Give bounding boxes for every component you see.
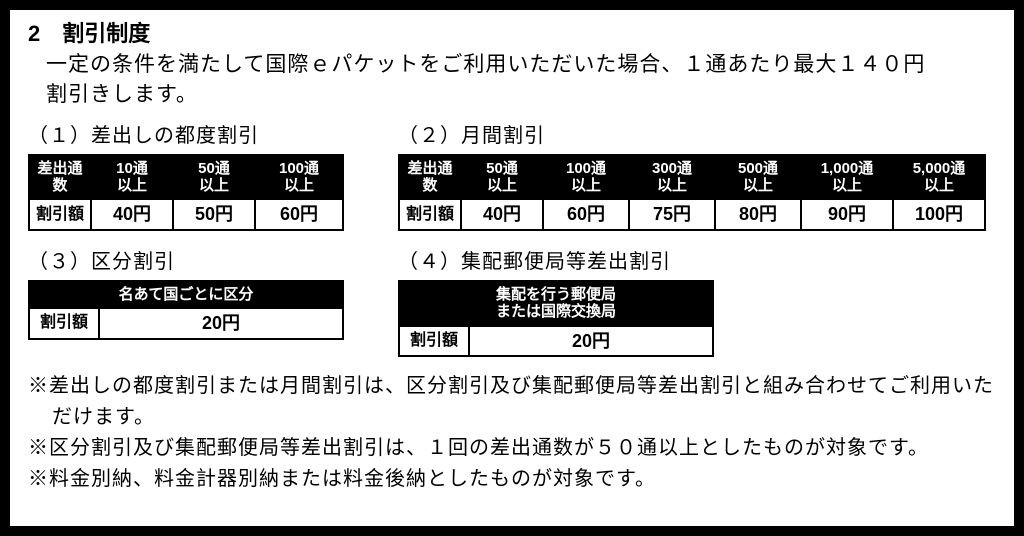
table4-caption: （４）集配郵便局等差出割引 bbox=[398, 245, 714, 274]
table2-col-header: 100通以上 bbox=[543, 155, 629, 200]
table-block-1: （１）差出しの都度割引 差出通数 10通以上 50通以上 100通以上 割引額 … bbox=[28, 119, 344, 231]
table2-col-header: 50通以上 bbox=[461, 155, 543, 200]
table2-header-row: 差出通数 50通以上 100通以上 300通以上 500通以上 1,000通以上… bbox=[399, 155, 985, 200]
table3-banner: 名あて国ごとに区分 bbox=[29, 281, 343, 308]
table2-value: 100円 bbox=[893, 199, 985, 230]
table2-value: 60円 bbox=[543, 199, 629, 230]
page-frame: 2 割引制度 一定の条件を満たして国際ｅパケットをご利用いただいた場合、１通あた… bbox=[0, 0, 1024, 536]
table2-value: 80円 bbox=[715, 199, 801, 230]
table2-row-label: 割引額 bbox=[399, 199, 461, 230]
table1: 差出通数 10通以上 50通以上 100通以上 割引額 40円 50円 60円 bbox=[28, 154, 344, 231]
table2-value-row: 割引額 40円 60円 75円 80円 90円 100円 bbox=[399, 199, 985, 230]
table3-banner-row: 名あて国ごとに区分 bbox=[29, 281, 343, 308]
table2: 差出通数 50通以上 100通以上 300通以上 500通以上 1,000通以上… bbox=[398, 154, 986, 231]
table4-value-row: 割引額 20円 bbox=[399, 326, 713, 357]
table-block-2: （２）月間割引 差出通数 50通以上 100通以上 300通以上 500通以上 … bbox=[398, 119, 986, 231]
table4-banner: 集配を行う郵便局または国際交換局 bbox=[399, 281, 713, 326]
table3: 名あて国ごとに区分 割引額 20円 bbox=[28, 280, 344, 340]
footnote-2: ※区分割引及び集配郵便局等差出割引は、１回の差出通数が５０通以上としたものが対象… bbox=[28, 433, 996, 464]
table3-value: 20円 bbox=[99, 308, 343, 339]
intro-line-1: 一定の条件を満たして国際ｅパケットをご利用いただいた場合、１通あたり最大１４０円 bbox=[46, 53, 925, 76]
table2-col-header: 500通以上 bbox=[715, 155, 801, 200]
table1-value-row: 割引額 40円 50円 60円 bbox=[29, 199, 343, 230]
table4: 集配を行う郵便局または国際交換局 割引額 20円 bbox=[398, 280, 714, 357]
table1-col-header: 100通以上 bbox=[255, 155, 343, 200]
table-block-4: （４）集配郵便局等差出割引 集配を行う郵便局または国際交換局 割引額 20円 bbox=[398, 245, 714, 357]
footnote-3: ※料金別納、料金計器別納または料金後納としたものが対象です。 bbox=[28, 464, 996, 495]
table4-value: 20円 bbox=[469, 326, 713, 357]
table2-value: 75円 bbox=[629, 199, 715, 230]
table4-row-label: 割引額 bbox=[399, 326, 469, 357]
table2-caption: （２）月間割引 bbox=[398, 119, 986, 148]
table-block-3: （３）区分割引 名あて国ごとに区分 割引額 20円 bbox=[28, 245, 344, 340]
table2-value: 90円 bbox=[801, 199, 893, 230]
table2-head-left: 差出通数 bbox=[399, 155, 461, 200]
footnotes: ※差出しの都度割引または月間割引は、区分割引及び集配郵便局等差出割引と組み合わせ… bbox=[28, 371, 996, 495]
table1-row-label: 割引額 bbox=[29, 199, 91, 230]
table3-caption: （３）区分割引 bbox=[28, 245, 344, 274]
table1-caption: （１）差出しの都度割引 bbox=[28, 119, 344, 148]
tables-row-1: （１）差出しの都度割引 差出通数 10通以上 50通以上 100通以上 割引額 … bbox=[28, 119, 996, 231]
table1-header-row: 差出通数 10通以上 50通以上 100通以上 bbox=[29, 155, 343, 200]
table4-banner-row: 集配を行う郵便局または国際交換局 bbox=[399, 281, 713, 326]
table1-col-header: 50通以上 bbox=[173, 155, 255, 200]
table1-value: 40円 bbox=[91, 199, 173, 230]
table1-value: 60円 bbox=[255, 199, 343, 230]
table2-col-header: 300通以上 bbox=[629, 155, 715, 200]
tables-row-2: （３）区分割引 名あて国ごとに区分 割引額 20円 （４）集配郵便局等差出割引 … bbox=[28, 245, 996, 357]
table1-head-left: 差出通数 bbox=[29, 155, 91, 200]
table1-col-header: 10通以上 bbox=[91, 155, 173, 200]
table2-col-header: 5,000通以上 bbox=[893, 155, 985, 200]
table1-value: 50円 bbox=[173, 199, 255, 230]
footnote-1: ※差出しの都度割引または月間割引は、区分割引及び集配郵便局等差出割引と組み合わせ… bbox=[28, 371, 996, 433]
intro-line-2: 割引きします。 bbox=[46, 83, 198, 106]
table3-value-row: 割引額 20円 bbox=[29, 308, 343, 339]
table3-row-label: 割引額 bbox=[29, 308, 99, 339]
table2-col-header: 1,000通以上 bbox=[801, 155, 893, 200]
table2-value: 40円 bbox=[461, 199, 543, 230]
section-title: 2 割引制度 bbox=[28, 16, 996, 48]
intro-text: 一定の条件を満たして国際ｅパケットをご利用いただいた場合、１通あたり最大１４０円… bbox=[46, 50, 996, 111]
